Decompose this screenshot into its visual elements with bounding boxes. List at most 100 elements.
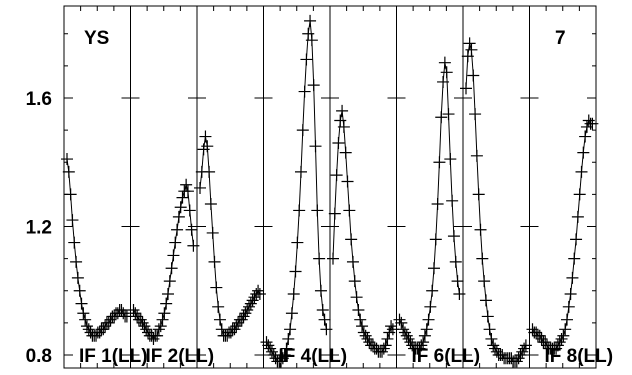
data-point [449,255,462,268]
data-point [282,332,295,345]
corner-label-left: YS [84,28,109,49]
data-point [361,332,374,345]
data-point [267,349,280,361]
data-point [243,300,256,313]
data-point [376,345,389,358]
data-point [510,355,523,368]
data-point [213,313,226,326]
data-point [573,188,586,201]
data-point [328,207,341,220]
data-point [469,108,482,121]
data-point [424,300,437,313]
data-point [381,332,394,345]
data-point [208,255,221,268]
data-point [470,149,483,162]
data-point [275,355,288,368]
data-point [352,304,365,317]
data-point [228,323,241,336]
data-point [570,233,583,246]
data-point [136,316,149,329]
data-point [71,271,84,284]
data-point [577,146,590,159]
panel-frames [63,5,597,369]
data-point [444,153,457,166]
data-point [566,271,579,284]
y-tick-label: 1.6 [26,89,52,110]
data-point [395,316,408,329]
data-point [77,307,90,320]
data-point [539,336,552,349]
data-point [398,326,411,339]
panel-label: IF 4(LL) [279,346,348,367]
data-point [174,201,187,214]
data-point [318,313,331,326]
data-point [453,287,466,300]
data-point [337,120,350,133]
data-point [571,210,584,223]
data-point [280,342,293,355]
data-point [330,169,343,182]
data-point [476,252,489,265]
data-point [429,233,442,246]
data-point [156,313,169,326]
data-point [244,297,257,310]
data-point [79,313,92,326]
data-point [291,236,304,249]
data-point [327,252,339,265]
data-point [551,339,564,352]
data-point [440,66,453,79]
data-point [564,287,577,300]
data-point [357,326,370,339]
data-point [485,332,498,345]
data-point [68,236,81,249]
data-point [393,313,406,326]
data-point [298,85,311,98]
data-point [350,291,363,304]
data-point [161,287,174,300]
data-point [472,188,485,201]
data-point [73,284,86,297]
data-point [341,175,354,188]
data-point [248,291,261,304]
data-point [446,194,459,207]
data-point [346,255,359,268]
data-point [70,255,83,268]
data-point [230,320,243,333]
data-point [479,294,492,307]
data-point [320,323,333,336]
data-point [379,339,392,352]
data-point [265,345,278,358]
data-point [181,185,194,198]
data-point [533,329,546,342]
data-point [246,294,259,307]
series-line [399,62,460,350]
data-point [518,342,531,355]
data-point [332,136,345,149]
data-point [204,198,217,211]
data-point [66,214,79,227]
data-point [252,284,265,297]
panel-label: IF 2(LL) [146,346,215,367]
data-point [553,336,566,349]
data-point [356,320,369,333]
data-point [579,130,592,143]
data-point [237,310,250,323]
data-point [154,320,167,333]
data-point [64,188,77,201]
data-point [302,27,315,40]
series-line [532,119,593,350]
data-point [343,204,356,217]
data-point [284,323,297,336]
data-point [334,114,347,127]
data-point [433,156,446,169]
data-point [201,140,214,153]
data-point [307,79,320,92]
y-tick-label: 1.2 [26,218,52,239]
data-point [102,316,115,329]
data-point [467,69,480,82]
data-point [562,300,575,313]
data-point [483,323,496,336]
data-point [276,352,289,365]
data-point [427,262,440,275]
data-point [460,82,472,95]
